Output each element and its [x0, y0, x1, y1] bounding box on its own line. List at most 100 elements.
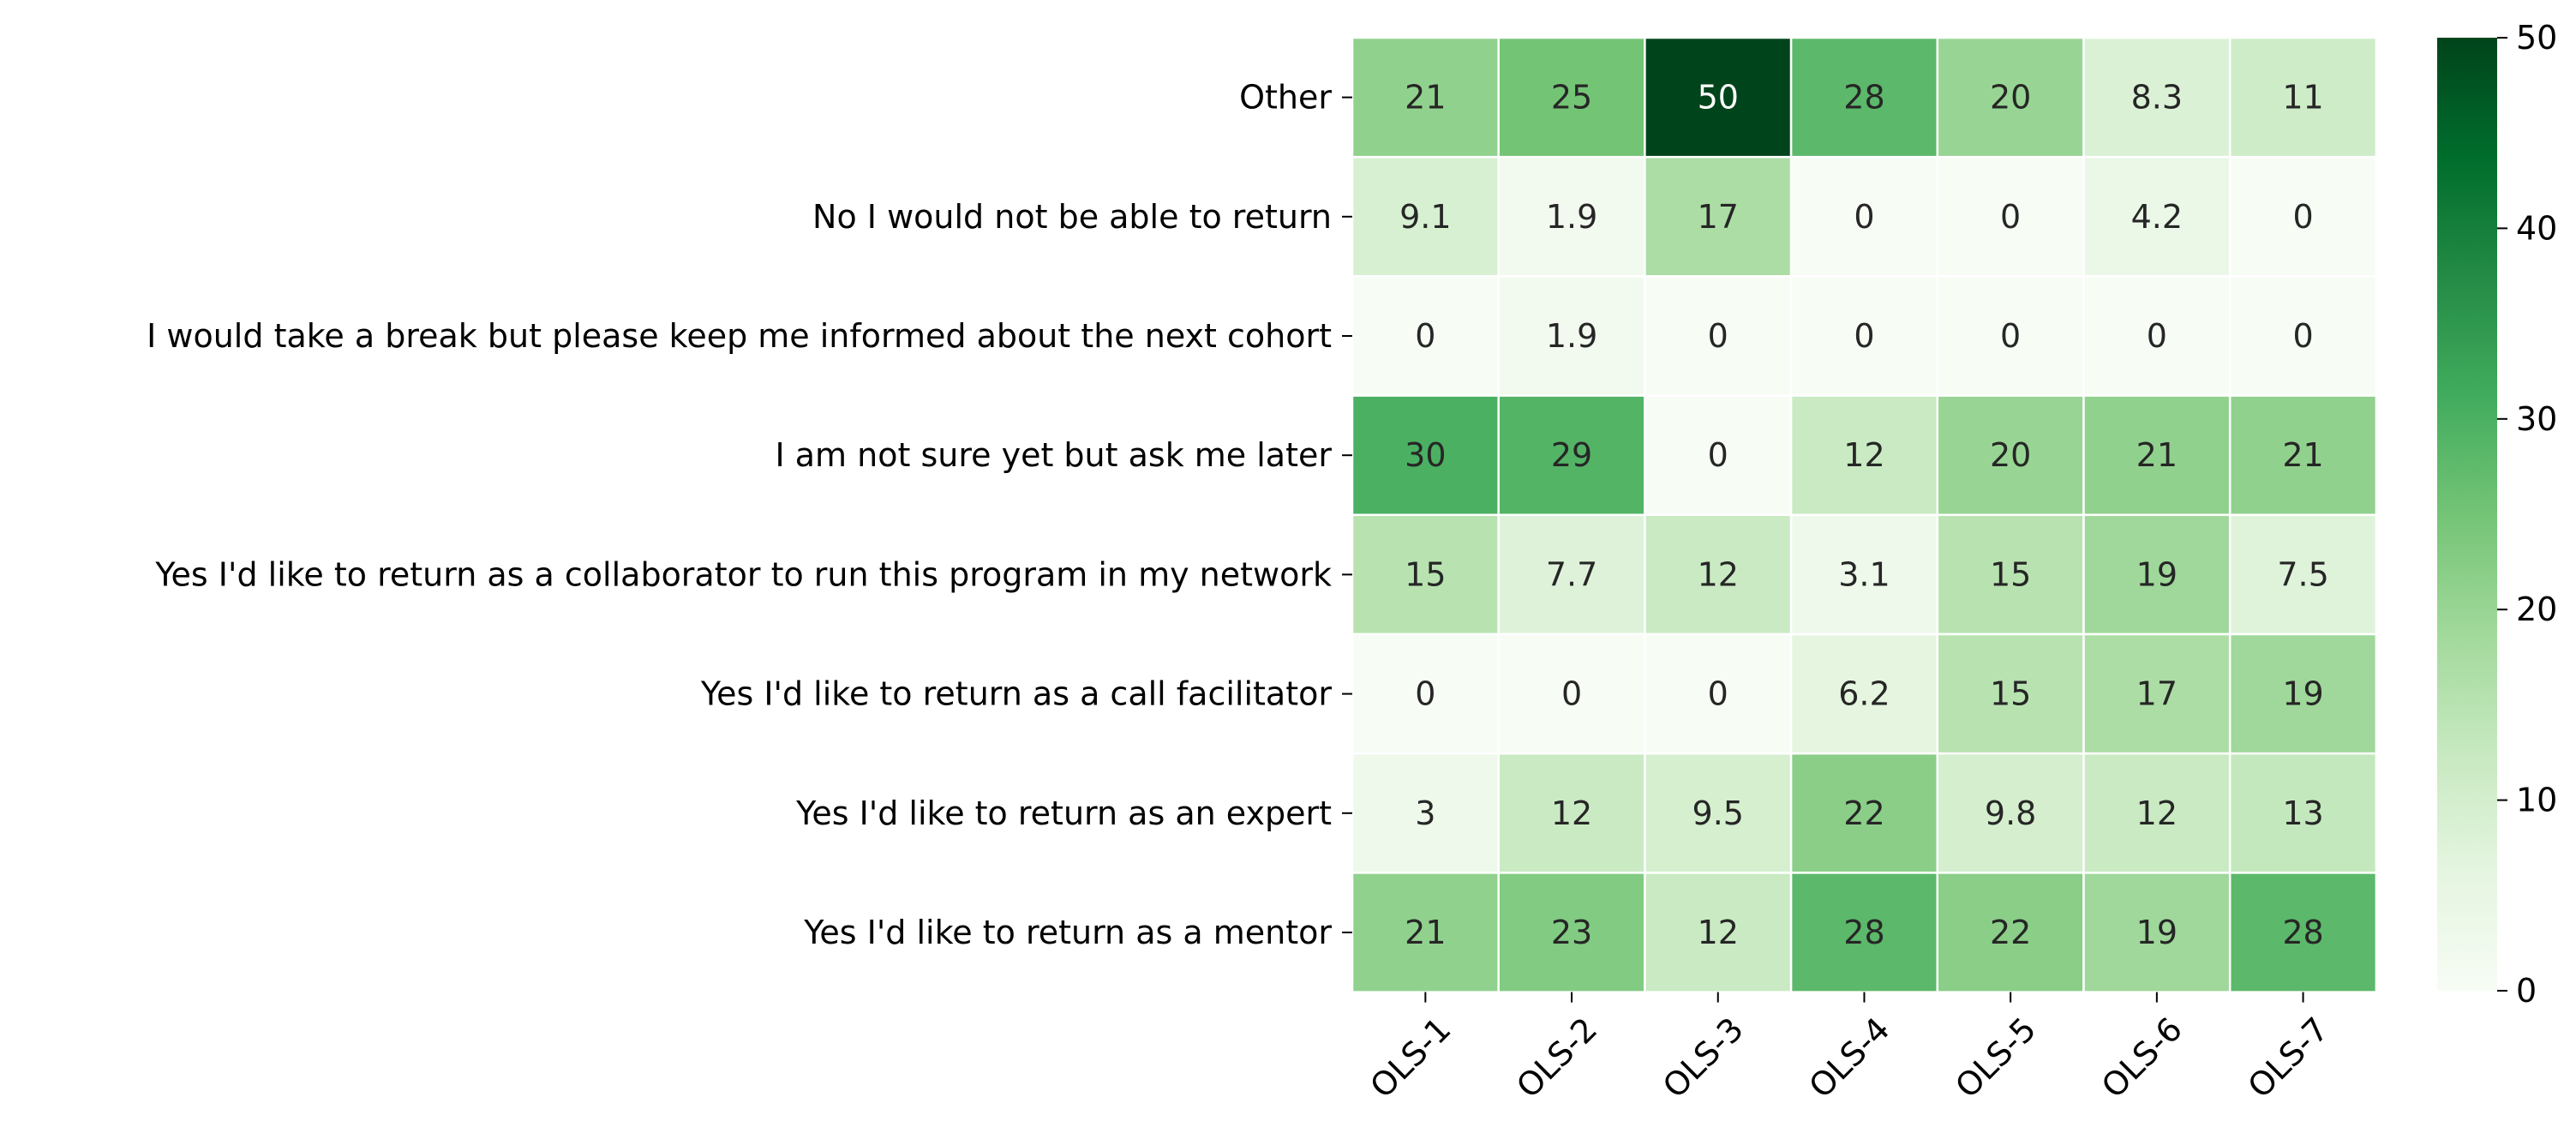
y-axis-labels: Other No I would not be able to return I w…: [147, 79, 1352, 951]
cell-value-label: 23: [1551, 914, 1592, 951]
heatmap-cell: [1351, 752, 1500, 874]
cell-value-label: 12: [2136, 794, 2178, 832]
cell-value-label: 28: [1843, 914, 1884, 951]
y-tick-label: No I would not be able to return: [812, 198, 1332, 236]
colorbar: 0 10 20 30 40 50: [2437, 19, 2557, 1010]
cell-value-label: 19: [2136, 555, 2178, 593]
cell-value-label: 13: [2282, 794, 2323, 832]
cell-value-label: 21: [2136, 436, 2178, 474]
x-tick-label: OLS-3: [1656, 1010, 1751, 1106]
cell-value-label: 12: [1698, 914, 1739, 951]
cell-value-label: 21: [2282, 436, 2323, 474]
cell-value-label: 9.8: [1985, 794, 2036, 832]
heatmap-cell: [1497, 872, 1646, 993]
cell-value-label: 0: [1854, 317, 1874, 355]
cell-value-label: 19: [2136, 914, 2178, 951]
colorbar-tick-label: 50: [2516, 19, 2557, 57]
x-tick-label: OLS-1: [1363, 1010, 1458, 1106]
heatmap-cell: [2228, 752, 2378, 874]
cell-value-label: 8.3: [2131, 79, 2183, 117]
cell-value-label: 11: [2282, 79, 2323, 117]
heatmap-cell: [2228, 872, 2378, 993]
cell-value-label: 12: [1843, 436, 1884, 474]
y-tick-label: Yes I'd like to return as a call facilit…: [700, 675, 1332, 713]
cell-value-label: 20: [1990, 79, 2031, 117]
heatmap-cell: [2082, 394, 2232, 517]
heatmap-cell: [2082, 36, 2232, 159]
cell-value-label: 7.7: [1546, 555, 1597, 593]
cell-value-label: 0: [1415, 317, 1435, 355]
cell-value-label: 17: [2136, 675, 2178, 713]
heatmap-cell: [1351, 394, 1500, 517]
cell-value-label: 9.1: [1399, 198, 1451, 236]
heatmap-cell: [1936, 752, 2085, 874]
heatmap-cell: [1936, 872, 2085, 993]
cell-value-label: 7.5: [2277, 555, 2328, 593]
heatmap-cell: [2228, 394, 2378, 517]
cell-value-label: 0: [2147, 317, 2167, 355]
y-tick-label: Other: [1239, 79, 1332, 117]
heatmap-cell: [1936, 632, 2085, 755]
heatmap-cell: [1351, 36, 1500, 159]
y-tick-label: Yes I'd like to return as a collaborator…: [154, 555, 1332, 593]
heatmap-cell: [1789, 394, 1939, 517]
cell-value-label: 4.2: [2131, 198, 2183, 236]
cell-value-label: 19: [2282, 675, 2323, 713]
colorbar-tick-label: 40: [2516, 209, 2557, 247]
heatmap-cell: [1936, 155, 2085, 278]
cell-value-label: 0: [2292, 317, 2313, 355]
heatmap-cell: [1497, 394, 1646, 517]
cell-value-label: 21: [1405, 79, 1446, 117]
heatmap-cell: [1789, 752, 1939, 874]
heatmap-cell: [1644, 275, 1793, 397]
colorbar-tick-label: 30: [2516, 400, 2557, 438]
heatmap-cell: [1351, 632, 1500, 755]
y-tick-label: Yes I'd like to return as a mentor: [803, 914, 1332, 951]
cell-value-label: 17: [1698, 198, 1739, 236]
heatmap-cell: [2082, 275, 2232, 397]
heatmap-cell: [2228, 632, 2378, 755]
cell-value-label: 50: [1698, 79, 1739, 117]
heatmap-cell: [1644, 155, 1793, 278]
cell-value-label: 6.2: [1838, 675, 1890, 713]
cell-value-label: 3.1: [1838, 555, 1890, 593]
cell-value-label: 25: [1551, 79, 1592, 117]
cell-value-label: 0: [1415, 675, 1435, 713]
cell-value-label: 0: [1708, 675, 1728, 713]
cell-value-label: 0: [2292, 198, 2313, 236]
x-tick-label: OLS-7: [2241, 1010, 2336, 1106]
cell-value-label: 21: [1405, 914, 1446, 951]
cell-value-label: 15: [1990, 675, 2031, 713]
heatmap-cell: [1497, 275, 1646, 397]
cell-value-label: 0: [1708, 436, 1728, 474]
x-tick-label: OLS-6: [2094, 1010, 2190, 1106]
heatmap-cell: [1497, 36, 1646, 159]
heatmap-cell: [1497, 632, 1646, 755]
cell-value-label: 15: [1990, 555, 2031, 593]
colorbar-tick-label: 0: [2516, 972, 2537, 1010]
cell-value-label: 12: [1551, 794, 1592, 832]
y-tick-label: I am not sure yet but ask me later: [775, 436, 1332, 474]
cell-value-label: 15: [1405, 555, 1446, 593]
heatmap-cell: [1351, 513, 1500, 636]
heatmap-cell: [2228, 155, 2378, 278]
colorbar-gradient: [2437, 38, 2497, 991]
cell-value-label: 22: [1990, 914, 2031, 951]
cell-value-label: 1.9: [1546, 317, 1597, 355]
x-tick-label: OLS-4: [1802, 1010, 1897, 1106]
heatmap-cell: [1351, 872, 1500, 993]
heatmap-cell: [1789, 275, 1939, 397]
cell-value-label: 0: [1854, 198, 1874, 236]
heatmap-cell: [2082, 752, 2232, 874]
cell-value-label: 28: [2282, 914, 2323, 951]
cell-value-label: 28: [1843, 79, 1884, 117]
cell-value-label: 0: [1561, 675, 1582, 713]
colorbar-tick-label: 20: [2516, 590, 2557, 628]
x-tick-label: OLS-2: [1509, 1010, 1604, 1106]
y-tick-label: Yes I'd like to return as an expert: [795, 794, 1332, 832]
cell-value-label: 29: [1551, 436, 1592, 474]
heatmap-cell: [2228, 275, 2378, 397]
cell-value-label: 22: [1843, 794, 1884, 832]
cell-value-label: 1.9: [1546, 198, 1597, 236]
